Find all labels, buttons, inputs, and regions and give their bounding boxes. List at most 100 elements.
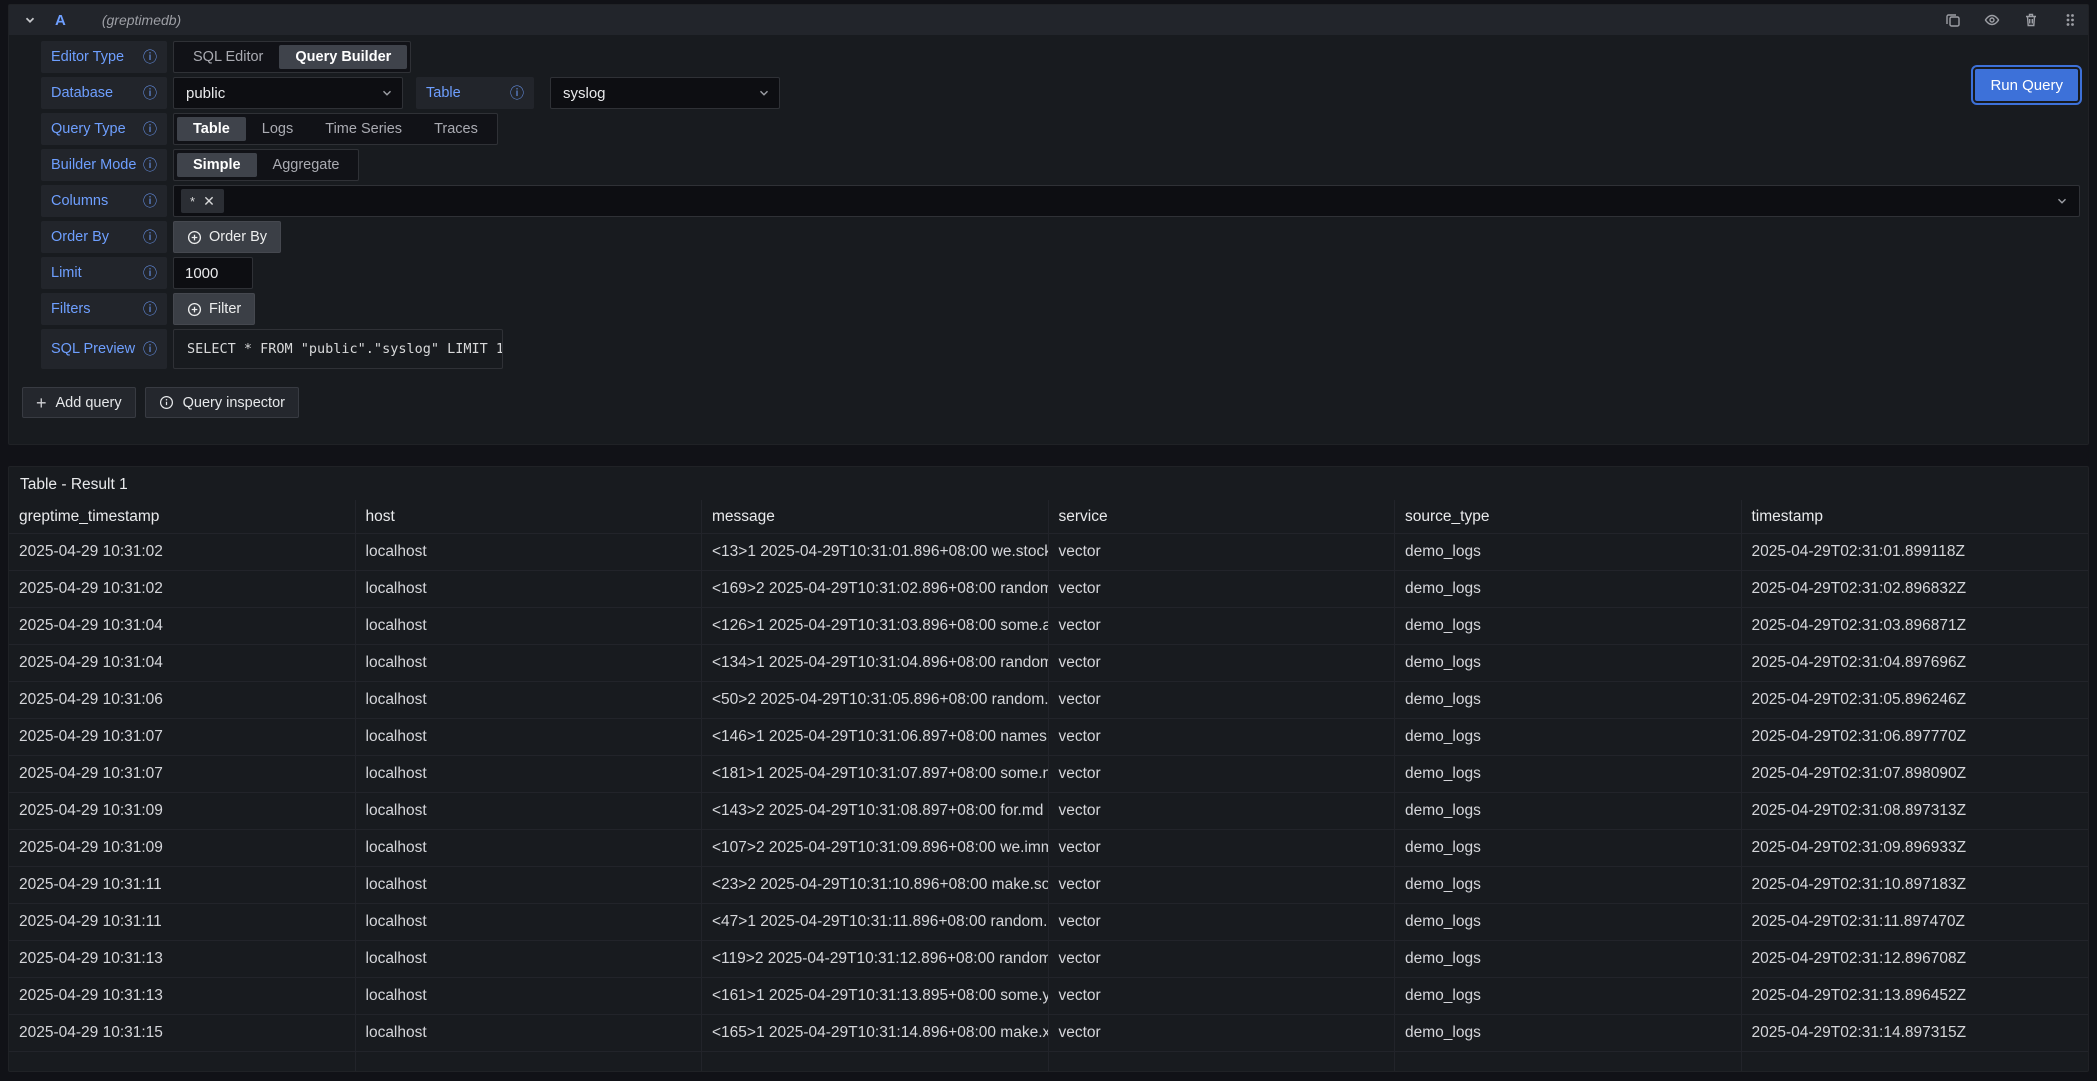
editor-type-radio-group: SQL Editor Query Builder — [173, 41, 412, 73]
database-label: Database — [51, 85, 114, 101]
info-icon[interactable]: ⓘ — [143, 265, 157, 281]
table-cell: localhost — [356, 793, 702, 829]
table-cell: vector — [1049, 719, 1395, 755]
columns-multiselect[interactable]: * ✕ — [173, 185, 2080, 217]
table-row: 2025-04-29 10:31:15 localhost <165>1 2025-… — [9, 1014, 2088, 1051]
table-cell: 2025-04-29 10:31:13 — [9, 978, 356, 1014]
table-cell: 2025-04-29 10:31:04 — [9, 645, 356, 681]
result-table: greptime_timestamp host message service sour… — [9, 500, 2088, 1071]
builder-mode-row: Builder Mode ⓘ Simple Aggregate — [41, 149, 2080, 181]
info-icon[interactable]: ⓘ — [510, 85, 524, 101]
column-header[interactable]: service — [1049, 500, 1395, 533]
table-result-panel: Table - Result 1 greptime_timestamp host m… — [8, 466, 2089, 1072]
builder-mode-option-aggregate[interactable]: Aggregate — [272, 157, 340, 173]
info-icon[interactable]: ⓘ — [143, 121, 157, 137]
table-cell: demo_logs — [1395, 830, 1742, 866]
table-cell: 2025-04-29T02:31:12.896708Z — [1751, 950, 1967, 967]
table-row: 2025-04-29 10:31:09 localhost <107>2 2025-… — [9, 829, 2088, 866]
info-icon[interactable]: ⓘ — [143, 301, 157, 317]
add-filter-button[interactable]: Filter — [173, 293, 256, 325]
delete-query-trash-icon[interactable] — [2022, 12, 2039, 29]
table-cell: localhost — [356, 1015, 702, 1051]
column-header[interactable]: message — [702, 500, 1049, 533]
table-cell: demo_logs — [1395, 793, 1742, 829]
order-by-button-label: Order By — [209, 229, 268, 245]
duplicate-query-icon[interactable] — [1944, 12, 1961, 29]
add-order-by-button[interactable]: Order By — [173, 221, 282, 253]
table-cell: 2025-04-29 10:31:09 — [9, 793, 356, 829]
table-cell: <181>1 2025-04-29T10:31:07.897+08:00 som… — [702, 756, 1049, 792]
table-row: 2025-04-29 10:31:09 localhost <143>2 2025-… — [9, 792, 2088, 829]
query-ref-id: A — [55, 11, 66, 29]
table-cell: 2025-04-29T02:31:01.899118Z — [1751, 543, 1965, 560]
info-icon[interactable]: ⓘ — [143, 85, 157, 101]
column-chip: * ✕ — [181, 189, 224, 213]
table-cell: 2025-04-29 10:31:02 — [9, 534, 356, 570]
run-query-button[interactable]: Run Query — [1971, 65, 2082, 105]
sql-preview-label: SQL Preview — [51, 341, 136, 357]
info-icon[interactable]: ⓘ — [143, 341, 157, 357]
table-row: 2025-04-29 10:31:11 localhost <47>1 2025-0… — [9, 903, 2088, 940]
table-cell: vector — [1049, 867, 1395, 903]
query-type-option-time-series[interactable]: Time Series — [325, 121, 403, 137]
table-cell: 2025-04-29 10:31:06 — [9, 682, 356, 718]
table-cell: demo_logs — [1395, 941, 1742, 977]
table-cell: localhost — [356, 978, 702, 1014]
table-cell: demo_logs — [1395, 571, 1742, 607]
column-header[interactable]: greptime_timestamp — [9, 500, 356, 533]
editor-type-label-cell: Editor Type ⓘ — [41, 41, 167, 73]
editor-type-option-query-builder[interactable]: Query Builder — [279, 45, 408, 69]
database-select[interactable]: public — [173, 77, 403, 109]
table-cell: localhost — [356, 904, 702, 940]
info-icon[interactable]: ⓘ — [143, 49, 157, 65]
limit-row: Limit ⓘ — [41, 257, 2080, 289]
table-cell: demo_logs — [1395, 682, 1742, 718]
hide-response-eye-icon[interactable] — [1983, 12, 2000, 29]
table-row: 2025-04-29 10:31:04 localhost <134>1 2025-… — [9, 644, 2088, 681]
editor-type-row: Editor Type ⓘ SQL Editor Query Builder — [41, 41, 2080, 73]
query-type-option-table[interactable]: Table — [177, 117, 246, 141]
table-row: 2025-04-29 10:31:02 localhost <13>1 2025-0… — [9, 533, 2088, 570]
query-type-row: Query Type ⓘ Table Logs Time Series Trac… — [41, 113, 2080, 145]
drag-handle-grip-icon[interactable] — [2061, 12, 2078, 29]
editor-type-label: Editor Type — [51, 49, 125, 65]
table-cell: 2025-04-29 10:31:07 — [9, 719, 356, 755]
column-header[interactable]: timestamp — [1751, 507, 1824, 525]
table-cell: localhost — [356, 645, 702, 681]
builder-mode-option-simple[interactable]: Simple — [177, 153, 257, 177]
query-editor-panel: A (greptimedb) Run Query Edit — [8, 4, 2089, 445]
add-query-button[interactable]: + Add query — [22, 387, 136, 418]
table-cell: <169>2 2025-04-29T10:31:02.896+08:00 ran… — [702, 571, 1049, 607]
builder-mode-label: Builder Mode — [51, 157, 137, 173]
editor-type-option-sql-editor[interactable]: SQL Editor — [193, 49, 264, 65]
query-actions-row: + Add query Query inspector — [22, 373, 2080, 418]
table-cell: 2025-04-29T02:31:09.896933Z — [1751, 839, 1967, 856]
table-row: 2025-04-29 10:31:13 localhost <119>2 2025-… — [9, 940, 2088, 977]
info-icon[interactable]: ⓘ — [143, 229, 157, 245]
table-cell: 2025-04-29T02:31:10.897183Z — [1751, 876, 1967, 893]
order-by-row: Order By ⓘ Order By — [41, 221, 2080, 253]
column-header[interactable]: host — [356, 500, 702, 533]
table-select[interactable]: syslog — [550, 77, 780, 109]
query-type-option-logs[interactable]: Logs — [261, 121, 294, 137]
column-header[interactable]: source_type — [1395, 500, 1742, 533]
table-cell: localhost — [356, 682, 702, 718]
table-cell: <13>1 2025-04-29T10:31:01.896+08:00 we.s… — [702, 534, 1049, 570]
table-cell: demo_logs — [1395, 867, 1742, 903]
info-icon[interactable]: ⓘ — [143, 157, 157, 173]
table-header-row: greptime_timestamp host message service sour… — [9, 500, 2088, 533]
table-cell: 2025-04-29 10:31:04 — [9, 608, 356, 644]
remove-column-close-icon[interactable]: ✕ — [203, 193, 215, 209]
table-cell: vector — [1049, 904, 1395, 940]
table-cell: <126>1 2025-04-29T10:31:03.896+08:00 som… — [702, 608, 1049, 644]
info-icon[interactable]: ⓘ — [143, 193, 157, 209]
filter-button-label: Filter — [209, 301, 242, 317]
query-type-radio-group: Table Logs Time Series Traces — [173, 113, 498, 145]
collapse-chevron-icon[interactable] — [23, 13, 37, 27]
query-type-option-traces[interactable]: Traces — [434, 121, 478, 137]
limit-input[interactable] — [173, 257, 253, 289]
query-inspector-button[interactable]: Query inspector — [144, 387, 299, 418]
table-cell: demo_logs — [1395, 645, 1742, 681]
filters-label-cell: Filters ⓘ — [41, 293, 167, 325]
